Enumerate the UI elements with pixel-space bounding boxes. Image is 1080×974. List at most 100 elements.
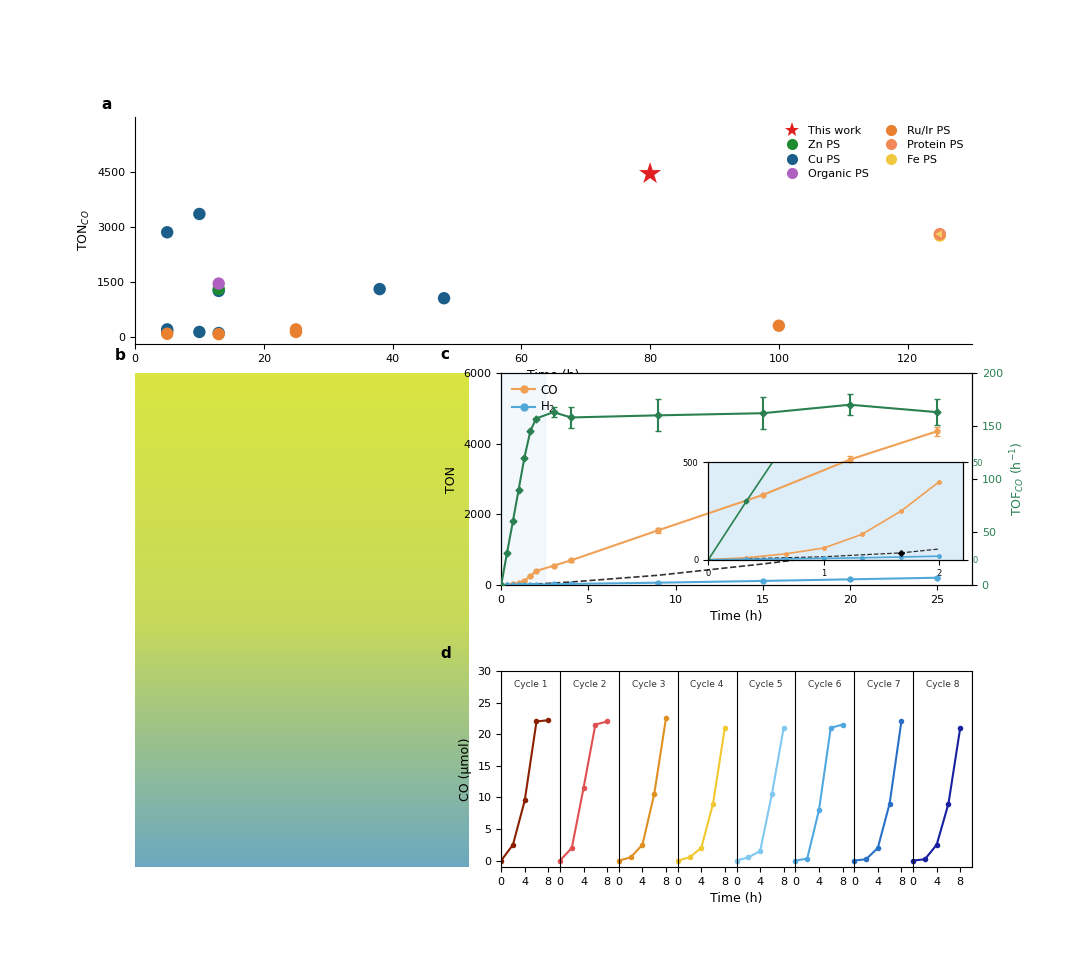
Bar <box>135 553 469 555</box>
Bar <box>135 402 469 405</box>
Bar <box>135 439 469 442</box>
Bar <box>135 763 469 766</box>
Bar <box>135 630 469 632</box>
Bar <box>135 864 469 867</box>
Bar <box>135 619 469 622</box>
Bar <box>135 857 469 859</box>
Text: Cycle 8: Cycle 8 <box>926 681 959 690</box>
Bar <box>135 827 469 830</box>
Bar <box>135 724 469 726</box>
Bar <box>135 803 469 805</box>
Bar <box>135 807 469 810</box>
Bar <box>135 817 469 820</box>
Bar <box>135 790 469 793</box>
Bar <box>135 492 469 494</box>
Bar <box>135 581 469 582</box>
Point <box>159 321 176 337</box>
Bar <box>135 476 469 479</box>
Bar <box>135 615 469 618</box>
Bar <box>135 462 469 465</box>
Bar <box>135 508 469 511</box>
Bar <box>135 548 469 550</box>
Bar <box>135 529 469 531</box>
Bar <box>135 815 469 817</box>
Bar <box>135 613 469 615</box>
Point <box>191 324 208 340</box>
Bar <box>135 460 469 462</box>
Bar <box>135 432 469 434</box>
Point <box>931 226 948 242</box>
Bar <box>135 844 469 847</box>
Bar <box>135 417 469 420</box>
Bar <box>135 558 469 561</box>
Bar <box>135 489 469 492</box>
Y-axis label: CO (μmol): CO (μmol) <box>459 737 472 801</box>
Bar <box>135 375 469 378</box>
Bar <box>135 543 469 545</box>
Bar <box>135 751 469 753</box>
Bar <box>135 656 469 659</box>
Bar <box>135 832 469 835</box>
Bar <box>135 714 469 716</box>
Bar <box>135 637 469 640</box>
Text: Cycle 4: Cycle 4 <box>690 681 724 690</box>
Bar <box>135 513 469 516</box>
Bar <box>135 719 469 721</box>
Bar <box>135 810 469 812</box>
Point <box>372 281 389 297</box>
Bar <box>135 721 469 724</box>
Bar <box>135 486 469 489</box>
Bar <box>135 610 469 613</box>
Bar <box>135 793 469 795</box>
Bar <box>135 576 469 578</box>
Point <box>931 226 948 242</box>
Bar <box>135 849 469 852</box>
Bar <box>135 455 469 457</box>
Bar <box>135 423 469 425</box>
Bar <box>135 733 469 736</box>
Bar <box>135 840 469 843</box>
Y-axis label: TON$_{CO}$: TON$_{CO}$ <box>77 209 92 251</box>
Bar <box>135 587 469 590</box>
Bar <box>135 573 469 576</box>
Bar <box>135 536 469 539</box>
Bar <box>135 699 469 701</box>
Bar <box>135 437 469 439</box>
Bar <box>135 471 469 474</box>
Bar <box>135 801 469 803</box>
Bar <box>135 511 469 513</box>
Bar <box>135 770 469 773</box>
Legend: This work, Zn PS, Cu PS, Organic PS, Ru/Ir PS, Protein PS, Fe PS: This work, Zn PS, Cu PS, Organic PS, Ru/… <box>778 123 967 182</box>
Text: Cycle 7: Cycle 7 <box>867 681 901 690</box>
Point <box>770 318 787 333</box>
Bar <box>135 571 469 573</box>
Bar <box>135 497 469 499</box>
Bar <box>135 504 469 506</box>
Bar <box>135 687 469 689</box>
Bar <box>135 447 469 449</box>
Bar <box>135 593 469 595</box>
Point <box>210 276 227 291</box>
Bar <box>135 608 469 610</box>
X-axis label: Time (h): Time (h) <box>711 611 762 623</box>
Bar <box>135 585 469 587</box>
Bar <box>135 862 469 864</box>
Bar <box>135 667 469 669</box>
Bar <box>135 704 469 706</box>
Point <box>210 281 227 297</box>
Bar <box>135 689 469 692</box>
Bar <box>135 669 469 672</box>
Point <box>191 206 208 222</box>
Bar <box>135 830 469 832</box>
Bar <box>135 518 469 521</box>
Bar <box>135 479 469 481</box>
Bar <box>135 748 469 751</box>
Bar <box>135 736 469 738</box>
Bar <box>135 640 469 642</box>
Bar <box>135 434 469 437</box>
Bar <box>135 481 469 484</box>
Bar <box>135 652 469 655</box>
Bar <box>135 852 469 854</box>
Bar <box>135 785 469 788</box>
Point <box>931 228 948 244</box>
